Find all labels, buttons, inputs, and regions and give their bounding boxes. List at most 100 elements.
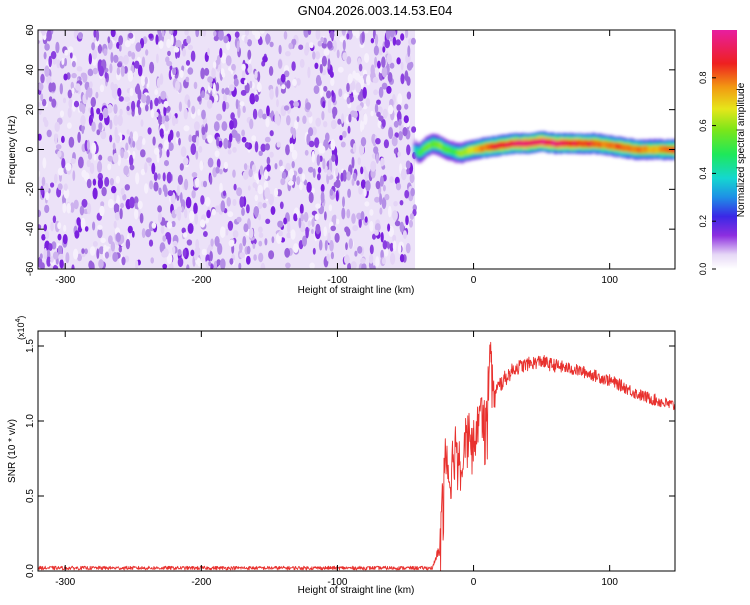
spectrogram-noise-speckle [393, 201, 398, 207]
spectrogram-noise-speckle [67, 122, 72, 129]
spectrogram-noise-speckle [288, 42, 294, 50]
spectrogram-noise-speckle [134, 208, 139, 220]
spectrogram-noise-speckle [396, 104, 402, 111]
spectrogram-noise-speckle [90, 262, 95, 269]
spectrogram-noise-speckle [199, 160, 204, 171]
spectrogram-noise-speckle [352, 143, 357, 154]
spectrogram-noise-speckle [157, 113, 163, 125]
snr-y-tick-label: 0.5 [25, 489, 36, 503]
snr-x-label: Height of straight line (km) [298, 585, 415, 596]
spectrogram-noise-speckle [92, 221, 96, 231]
spectrogram-noise-speckle [57, 233, 62, 241]
spectrogram-noise-speckle [171, 115, 176, 127]
spectrogram-noise-speckle [254, 70, 258, 79]
spectrogram-noise-speckle [231, 63, 236, 71]
spectrogram-noise-speckle [254, 206, 259, 218]
signal-core [413, 138, 675, 157]
spectrogram-cell [647, 146, 650, 154]
spectrogram-noise-speckle [404, 189, 410, 199]
spectrogram-noise-speckle [247, 39, 252, 47]
spectrogram-noise-speckle [377, 60, 381, 69]
spectrogram-noise-speckle [131, 230, 135, 238]
spectrogram-noise-speckle [55, 144, 62, 150]
spectrogram-noise-speckle [334, 154, 339, 166]
spectrogram-noise-speckle [262, 55, 268, 63]
spectrogram-noise-speckle [51, 241, 57, 250]
spectrogram-cell [505, 141, 508, 148]
spectrogram-noise-speckle [334, 232, 340, 243]
spectrogram-cell [529, 139, 533, 146]
spectrogram-noise-speckle [402, 230, 407, 240]
colorbar-gradient [712, 30, 737, 269]
spectrogram-noise-speckle [220, 200, 226, 213]
spectrogram-noise-speckle [191, 189, 196, 199]
spectrogram-noise-speckle [137, 88, 142, 101]
spectrogram-noise-speckle [218, 30, 224, 41]
spectrogram-cell [470, 146, 474, 153]
spectrogram-cell [541, 138, 544, 145]
spectrogram-noise-speckle [87, 68, 93, 76]
spectrogram-noise-speckle [118, 44, 122, 52]
spectrogram-noise-speckle [118, 96, 124, 102]
spectrogram-noise-speckle [172, 67, 177, 76]
spectrogram-noise-speckle [54, 173, 58, 184]
spectrogram-noise-speckle [63, 224, 67, 232]
spectrogram-cell [581, 140, 585, 148]
spectrogram-cell [513, 140, 517, 147]
spectrogram-noise-speckle [365, 98, 371, 107]
spectrogram-noise-speckle [290, 229, 296, 240]
spectrogram-noise-speckle [285, 51, 291, 57]
spectrogram-noise-speckle [195, 150, 199, 160]
spectrogram-noise-speckle [242, 236, 247, 247]
spectrogram-noise-speckle [200, 195, 205, 205]
spectrogram-cell [488, 143, 492, 150]
spectrogram-noise-speckle [172, 246, 176, 255]
spectrogram-cell [456, 149, 459, 157]
spectrogram-noise-speckle [241, 207, 245, 216]
spectrogram-noise-speckle [327, 107, 332, 114]
spectrogram-noise-speckle [203, 231, 208, 237]
spectrogram-noise-speckle [183, 125, 190, 132]
spectrogram-noise-speckle [347, 73, 353, 84]
spectrogram-noise-speckle [38, 101, 41, 108]
spectrogram-noise-speckle [216, 259, 221, 266]
spectrogram-noise-speckle [73, 248, 79, 260]
spectrogram-noise-speckle [72, 170, 76, 182]
spectrogram-noise-speckle [57, 167, 64, 176]
spectrogram-noise-speckle [188, 210, 195, 223]
spectrogram-noise-speckle [84, 226, 89, 232]
spectrogram-noise-speckle [45, 229, 50, 240]
spectrogram-noise-speckle [168, 262, 174, 269]
spectrogram-cell [482, 145, 485, 152]
spectrogram-y-tick-label: 40 [25, 64, 36, 76]
spectrogram-cell [583, 139, 587, 147]
spectrogram-noise-speckle [336, 218, 340, 225]
spectrogram-cell [467, 147, 471, 154]
spectrogram-cell [608, 142, 611, 150]
spectrogram-noise-speckle [246, 204, 250, 214]
spectrogram-noise-speckle [168, 30, 173, 35]
spectrogram-noise-speckle [52, 251, 59, 260]
spectrogram-cell [619, 143, 623, 150]
snr-x-tick-label: -200 [191, 577, 211, 588]
spectrogram-noise-speckle [52, 215, 57, 224]
spectrogram-noise-speckle [40, 262, 45, 269]
spectrogram-noise-speckle [241, 136, 247, 143]
spectrogram-noise-speckle [112, 142, 116, 150]
spectrogram-noise-speckle [269, 130, 274, 137]
spectrogram-noise-speckle [104, 72, 108, 79]
spectrogram-noise-speckle [279, 165, 285, 172]
spectrogram-noise-speckle [90, 97, 97, 108]
spectrogram-noise-speckle [98, 259, 104, 269]
spectrogram-marks [38, 30, 675, 269]
spectrogram-noise-speckle [98, 154, 103, 161]
spectrogram-cell [632, 145, 636, 153]
spectrogram-noise-speckle [129, 131, 133, 139]
spectrogram-cell [536, 139, 539, 146]
spectrogram-noise-speckle [194, 213, 198, 225]
spectrogram-noise-speckle [149, 99, 153, 111]
spectrogram-noise-speckle [148, 33, 154, 39]
spectrogram-noise-speckle [276, 141, 281, 148]
snr-scale-exponent: 4 [15, 318, 22, 322]
spectrogram-noise-speckle [327, 40, 333, 50]
